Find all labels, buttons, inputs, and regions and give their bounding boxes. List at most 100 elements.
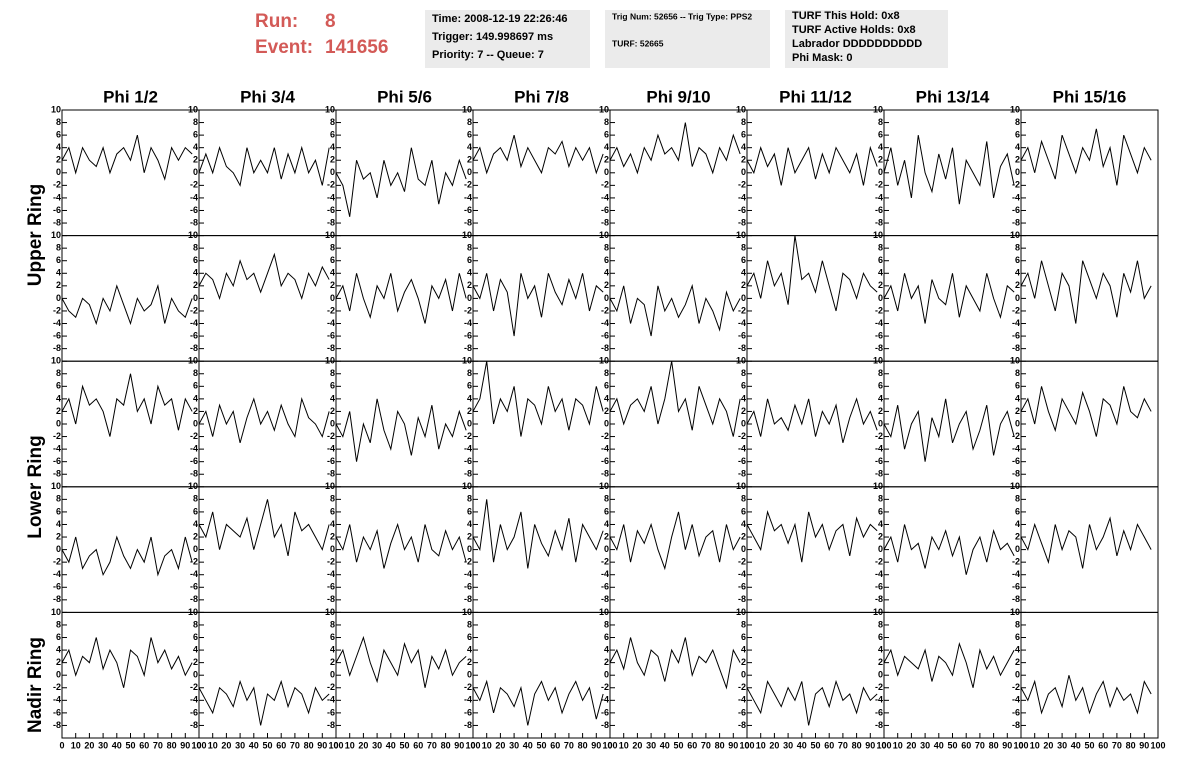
y-tick-label: 6 — [467, 129, 472, 139]
panel-frame — [61, 109, 200, 237]
y-tick-label: 4 — [1015, 393, 1020, 403]
waveform — [61, 134, 193, 181]
y-tick-label: 0 — [878, 167, 883, 177]
y-tick-label: -6 — [327, 582, 335, 592]
y-tick-label: 6 — [741, 381, 746, 391]
waveform — [198, 396, 330, 443]
y-tick-label: -2 — [53, 557, 61, 567]
y-tick-label: -8 — [464, 343, 472, 353]
y-tick-label: -4 — [875, 443, 883, 453]
column-label: Phi 7/8 — [514, 87, 569, 106]
y-tick-label: -8 — [601, 720, 609, 730]
x-tick-label: 70 — [1112, 740, 1122, 750]
panel-frame — [1020, 611, 1159, 739]
y-tick-label: 2 — [330, 155, 335, 165]
y-tick-label: 2 — [467, 657, 472, 667]
y-tick-label: 8 — [56, 494, 61, 504]
y-tick-label: -4 — [327, 695, 335, 705]
y-tick-label: 6 — [467, 381, 472, 391]
y-tick-label: 8 — [741, 368, 746, 378]
x-tick-label: 30 — [98, 740, 108, 750]
y-tick-label: 6 — [330, 255, 335, 265]
panel-frame — [472, 235, 611, 362]
x-tick-label: 90 — [454, 740, 464, 750]
y-tick-label: -4 — [738, 192, 746, 202]
x-tick-label: 10 — [619, 740, 629, 750]
waveform — [746, 397, 878, 443]
y-tick-label: 2 — [741, 155, 746, 165]
row-label: Nadir Ring — [25, 637, 46, 733]
x-tick-label: 100 — [602, 740, 617, 750]
y-tick-label: 10 — [873, 607, 883, 617]
y-tick-label: 8 — [56, 619, 61, 629]
y-tick-label: -8 — [1012, 720, 1020, 730]
y-tick-label: 6 — [878, 381, 883, 391]
column-label: Phi 9/10 — [646, 87, 710, 106]
y-tick-label: 10 — [599, 481, 609, 491]
y-tick-label: 10 — [736, 607, 746, 617]
y-tick-label: 8 — [604, 117, 609, 127]
y-tick-label: -2 — [738, 305, 746, 315]
y-tick-label: 10 — [1010, 356, 1020, 366]
y-tick-label: -8 — [327, 217, 335, 227]
y-tick-label: 2 — [878, 155, 883, 165]
waveform — [472, 134, 604, 175]
y-tick-label: 4 — [741, 519, 746, 529]
y-tick-label: -2 — [190, 431, 198, 441]
y-tick-label: 6 — [330, 129, 335, 139]
y-tick-label: 4 — [878, 393, 883, 403]
y-tick-label: 4 — [193, 644, 198, 654]
y-tick-label: 2 — [193, 531, 198, 541]
y-tick-label: 4 — [193, 519, 198, 529]
x-tick-label: 20 — [769, 740, 779, 750]
waveform — [198, 499, 330, 556]
x-tick-label: 30 — [783, 740, 793, 750]
waveform — [609, 361, 741, 437]
y-tick-label: 2 — [604, 280, 609, 290]
x-tick-label: 80 — [989, 740, 999, 750]
x-tick-label: 60 — [1098, 740, 1108, 750]
y-tick-label: 8 — [741, 619, 746, 629]
y-tick-label: -2 — [190, 180, 198, 190]
x-tick-label: 20 — [632, 740, 642, 750]
y-tick-label: 2 — [193, 155, 198, 165]
info-line: TURF Active Holds: 0x8 — [792, 24, 916, 36]
waveform — [1020, 386, 1152, 437]
y-tick-label: 4 — [193, 268, 198, 278]
y-tick-label: -4 — [601, 192, 609, 202]
panel-frame — [61, 360, 200, 488]
info-line: Trigger: 149.998697 ms — [432, 31, 553, 43]
y-tick-label: -4 — [327, 192, 335, 202]
y-tick-label: 0 — [56, 544, 61, 554]
y-tick-label: -4 — [1012, 695, 1020, 705]
y-tick-label: 2 — [878, 280, 883, 290]
y-tick-label: 2 — [741, 406, 746, 416]
y-tick-label: -2 — [875, 180, 883, 190]
y-tick-label: -6 — [53, 456, 61, 466]
y-tick-label: -4 — [875, 695, 883, 705]
y-tick-label: -8 — [327, 343, 335, 353]
y-tick-label: 6 — [604, 255, 609, 265]
y-tick-label: 0 — [1015, 670, 1020, 680]
y-tick-label: 10 — [325, 607, 335, 617]
y-tick-label: 8 — [1015, 619, 1020, 629]
x-tick-label: 10 — [208, 740, 218, 750]
y-tick-label: 8 — [604, 619, 609, 629]
x-tick-label: 50 — [1084, 740, 1094, 750]
y-tick-label: 8 — [467, 619, 472, 629]
x-tick-label: 20 — [84, 740, 94, 750]
y-tick-label: 4 — [604, 519, 609, 529]
y-tick-label: -8 — [875, 594, 883, 604]
y-tick-label: 8 — [1015, 243, 1020, 253]
y-tick-label: 6 — [330, 506, 335, 516]
y-tick-label: 4 — [1015, 268, 1020, 278]
y-tick-label: -6 — [464, 707, 472, 717]
y-tick-label: 10 — [325, 356, 335, 366]
y-tick-label: -6 — [875, 330, 883, 340]
y-tick-label: -2 — [464, 180, 472, 190]
waveform — [198, 145, 330, 187]
y-tick-label: -6 — [738, 205, 746, 215]
y-tick-label: -4 — [53, 569, 61, 579]
panel-frame — [1020, 486, 1159, 613]
y-tick-label: 6 — [56, 255, 61, 265]
